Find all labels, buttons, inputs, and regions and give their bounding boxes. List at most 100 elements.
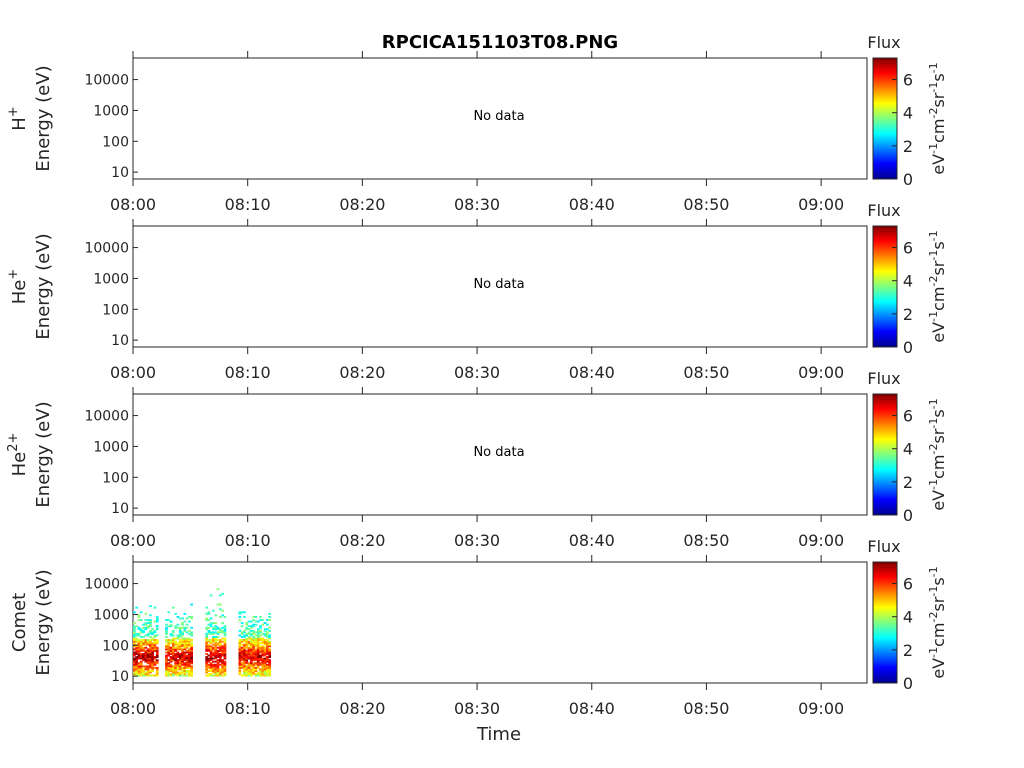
- spectrogram-cell: [261, 632, 265, 635]
- spectrogram-cell: [238, 629, 242, 632]
- spectrogram-cell: [137, 626, 141, 629]
- spectrogram-cell: [247, 642, 251, 645]
- spectrogram-cell: [172, 646, 175, 649]
- spectrogram-cell: [190, 616, 193, 618]
- spectrogram-cell: [205, 642, 208, 645]
- spectrogram-cell: [223, 649, 227, 652]
- spectrogram-cell: [223, 654, 227, 657]
- spectrogram-cell: [155, 654, 159, 657]
- spectrogram-cell: [240, 625, 244, 628]
- spectrogram-cell: [216, 628, 220, 631]
- spectrogram-cell: [174, 626, 177, 629]
- spectrogram-cell: [169, 623, 173, 626]
- spectrogram-cell: [185, 659, 189, 662]
- spectrogram-cell: [261, 663, 265, 666]
- spectrogram-cell: [256, 654, 260, 657]
- spectrogram-cell: [190, 656, 193, 658]
- spectrogram-cell: [169, 656, 173, 658]
- spectrogram-cell: [223, 660, 227, 663]
- spectrogram-cell: [268, 670, 271, 672]
- spectrogram-cell: [167, 646, 171, 649]
- spectrogram-cell: [266, 631, 269, 634]
- x-tick-label: 08:00: [110, 531, 156, 550]
- spectrogram-cell: [167, 670, 171, 672]
- spectrogram-cell: [172, 649, 175, 652]
- spectrogram-cell: [268, 619, 271, 621]
- spectrogram-cell: [178, 634, 182, 637]
- spectrogram-cell: [151, 659, 154, 662]
- x-tick-label: 08:20: [339, 699, 385, 718]
- spectrogram-cell: [209, 668, 213, 671]
- spectrogram-cell: [250, 668, 253, 671]
- spectrogram-cell: [133, 637, 136, 640]
- spectrogram-cell: [178, 666, 182, 669]
- spectrogram-cell: [263, 622, 267, 624]
- spectrogram-cell: [261, 660, 265, 663]
- spectrogram-cell: [238, 619, 242, 621]
- spectrogram-cell: [219, 628, 222, 631]
- spectrogram-cell: [153, 648, 157, 651]
- spectrogram-cell: [172, 648, 175, 651]
- spectrogram-cell: [240, 656, 244, 658]
- spectrogram-cell: [185, 645, 189, 648]
- spectrogram-cell: [144, 656, 148, 658]
- spectrogram-cell: [165, 632, 168, 635]
- colorbar-tick-label: 2: [903, 305, 913, 324]
- spectrogram-cell: [259, 651, 262, 654]
- spectrogram-cell: [142, 631, 145, 634]
- spectrogram-cell: [133, 631, 136, 634]
- spectrogram-cell: [165, 631, 168, 634]
- spectrogram-cell: [207, 631, 211, 634]
- spectrogram-cell: [174, 666, 177, 669]
- spectrogram-cell: [212, 670, 215, 672]
- unit-base: sr: [929, 260, 948, 275]
- spectrogram-cell: [245, 634, 249, 637]
- spectrogram-cell: [181, 659, 184, 662]
- spectrogram-cell: [205, 662, 208, 665]
- spectrogram-cell: [142, 654, 145, 657]
- spectrogram-cell: [214, 665, 218, 668]
- spectrogram-cell: [155, 660, 159, 663]
- spectrogram-cell: [146, 619, 150, 621]
- spectrogram-cell: [261, 668, 265, 671]
- spectrogram-cell: [165, 663, 168, 666]
- spectrogram-cell: [259, 662, 262, 665]
- spectrogram-cell: [165, 659, 168, 662]
- spectrogram-cell: [149, 622, 152, 624]
- spectrogram-cell: [216, 643, 220, 646]
- spectrogram-cell: [216, 674, 220, 677]
- spectrogram-cell: [133, 651, 136, 654]
- spectrogram-cell: [268, 656, 271, 658]
- spectrogram-cell: [256, 648, 260, 651]
- spectrogram-cell: [142, 643, 145, 646]
- spectrogram-cell: [181, 634, 184, 637]
- colorbar-units: eV-1cm-2sr-1s-1: [927, 230, 948, 342]
- spectrogram-cell: [216, 646, 220, 649]
- colorbar: [872, 57, 898, 180]
- spectrogram-cell: [266, 628, 269, 631]
- spectrogram-cell: [245, 628, 249, 631]
- spectrogram-cell: [214, 643, 218, 646]
- spectrogram-cell: [245, 649, 249, 652]
- spectrogram-cell: [149, 648, 152, 651]
- spectrogram-cell: [183, 670, 187, 672]
- spectrogram-cell: [137, 634, 141, 637]
- spectrogram-cell: [190, 654, 193, 657]
- spectrogram-cell: [259, 625, 262, 628]
- spectrogram-cell: [149, 639, 152, 641]
- spectrogram-cell: [146, 660, 150, 663]
- spectrogram-cell: [207, 612, 211, 615]
- spectrogram-cell: [214, 666, 218, 669]
- spectrogram-cell: [247, 668, 251, 671]
- spectrogram-cell: [174, 665, 177, 668]
- spectrogram-cell: [144, 653, 148, 655]
- spectrogram-cell: [207, 626, 211, 629]
- spectrogram-cell: [181, 649, 184, 652]
- spectrogram-cell: [174, 656, 177, 658]
- spectrogram-cell: [245, 622, 249, 624]
- panel-3: 08:00 08:10 08:20 08:30 08:40 08:50 09:00 10 100…: [6, 369, 948, 550]
- spectrogram-cell: [174, 662, 177, 665]
- spectrogram-cell: [216, 670, 220, 672]
- spectrogram-cell: [212, 660, 215, 663]
